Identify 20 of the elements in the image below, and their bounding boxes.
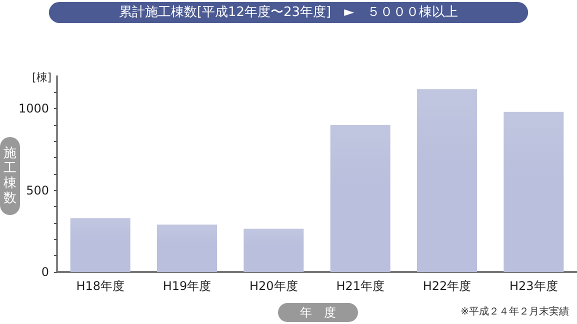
x-tick-label: H21年度 xyxy=(336,279,384,293)
bar xyxy=(417,89,477,272)
x-tick-label: H20年度 xyxy=(250,279,298,293)
y-tick-label: 0 xyxy=(41,265,49,279)
y-tick-label: 500 xyxy=(26,183,49,198)
bar xyxy=(504,112,564,272)
chart-title: 累計施工棟数[平成12年度〜23年度] ► ５０００棟以上 xyxy=(118,4,458,20)
x-tick-label: H22年度 xyxy=(422,279,472,293)
y-axis-title: 施工棟数 xyxy=(4,146,16,206)
bar xyxy=(244,228,304,272)
x-tick-label: H23年度 xyxy=(510,279,558,293)
bar xyxy=(157,224,217,272)
y-tick-label: 1000 xyxy=(18,102,49,116)
text: ※平成２４年２月末実績 xyxy=(460,306,570,318)
x-axis-title: 年 度 xyxy=(300,306,336,320)
bar xyxy=(330,125,390,272)
x-tick-label: H19年度 xyxy=(162,279,212,293)
text: [棟] xyxy=(32,71,52,84)
x-tick-label: H18年度 xyxy=(76,279,124,293)
bar xyxy=(70,218,130,272)
